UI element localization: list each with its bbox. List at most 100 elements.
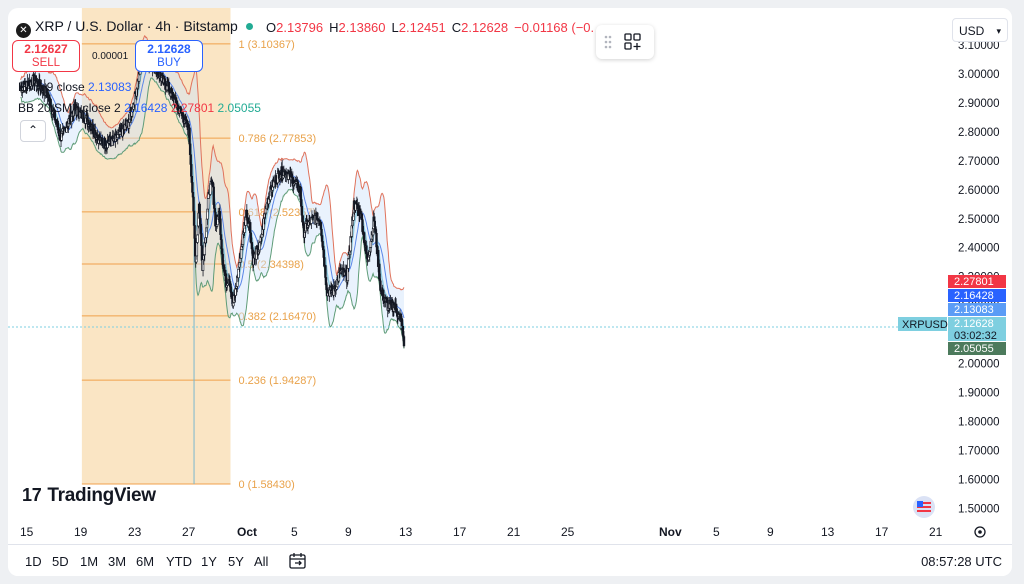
gear-icon[interactable]	[974, 526, 986, 538]
drag-handle-icon[interactable]	[604, 35, 612, 49]
bb-lower-line[interactable]	[20, 77, 405, 349]
y-tick-7: 2.40000	[958, 243, 1000, 255]
ohlc-low: 2.12451	[398, 20, 446, 35]
us-flag-icon[interactable]	[913, 496, 935, 518]
utc-clock[interactable]: 08:57:28 UTC	[921, 554, 1002, 569]
bb-label: BB 20 SMA close 2	[18, 101, 121, 115]
price-label-text-2: 2.13083	[954, 304, 994, 316]
x-tick-17: 21	[929, 525, 943, 539]
candle[interactable]	[335, 286, 338, 290]
price-label-text-3: 2.12628	[954, 318, 994, 330]
candle[interactable]	[192, 196, 195, 212]
bottom-toolbar: 1D 5D 1M 3M 6M YTD 1Y 5Y All 08:57:28 UT…	[8, 544, 1012, 576]
candle[interactable]	[301, 214, 304, 222]
candle[interactable]	[214, 211, 217, 227]
y-tick-14: 1.70000	[958, 445, 1000, 457]
y-tick-2: 2.90000	[958, 98, 1000, 110]
range-3m[interactable]: 3M	[108, 554, 127, 569]
candle[interactable]	[196, 234, 199, 243]
range-1d[interactable]: 1D	[25, 554, 42, 569]
tradingview-logo-icon: 17	[22, 485, 42, 505]
floating-toolbar[interactable]	[596, 25, 654, 59]
compare-range-icon[interactable]	[288, 551, 308, 576]
candle[interactable]	[189, 154, 192, 165]
x-tick-16: 17	[875, 525, 889, 539]
fib-label-1: 0.786 (2.77853)	[238, 133, 316, 145]
candle[interactable]	[198, 203, 201, 219]
price-label-text-0: 2.27801	[954, 276, 994, 288]
price-chart[interactable]: 1 (3.10367) 0.786 (2.77853) 0.618 (2.52357…	[8, 8, 1012, 576]
candle[interactable]	[258, 242, 261, 251]
symbol-title: XRP / U.S. Dollar · 4h · Bitstamp	[35, 18, 238, 34]
buy-button[interactable]: 2.12628 BUY	[135, 40, 203, 72]
fib-label-6: 0 (1.58430)	[238, 479, 294, 491]
x-tick-10: 25	[561, 525, 575, 539]
candle[interactable]	[402, 336, 406, 347]
candle[interactable]	[206, 198, 210, 210]
y-tick-12: 1.90000	[958, 388, 1000, 400]
sell-price: 2.12627	[24, 42, 68, 56]
price-label-text-1: 2.16428	[954, 290, 994, 302]
candle[interactable]	[229, 283, 232, 292]
ema-legend[interactable]: EMA 9 close 2.13083	[18, 80, 131, 94]
candle[interactable]	[378, 263, 381, 280]
candle[interactable]	[200, 233, 203, 246]
bb-upper-line[interactable]	[20, 34, 405, 291]
candle[interactable]	[237, 268, 240, 279]
x-tick-2: 23	[128, 525, 142, 539]
fib-label-5: 0.236 (1.94287)	[238, 375, 316, 387]
candle[interactable]	[213, 208, 217, 213]
ema-label: EMA 9 close	[18, 80, 85, 94]
x-logo-icon: ✕	[16, 23, 31, 38]
range-5d[interactable]: 5D	[52, 554, 69, 569]
candle[interactable]	[195, 242, 199, 257]
candle[interactable]	[401, 326, 405, 336]
object-tree-icon[interactable]	[624, 33, 641, 50]
ohlc-readout: O2.13796 H2.13860 L2.12451 C2.12628 −0.01168…	[266, 20, 595, 35]
x-tick-0: 15	[20, 525, 34, 539]
range-ytd[interactable]: YTD	[166, 554, 192, 569]
range-5y[interactable]: 5Y	[228, 554, 244, 569]
price-label-2[interactable]	[948, 303, 1006, 316]
symbol-header[interactable]: ✕ XRP / U.S. Dollar · 4h · Bitstamp	[16, 18, 259, 38]
symbol-tag	[898, 317, 947, 331]
range-1y[interactable]: 1Y	[201, 554, 217, 569]
candle[interactable]	[379, 280, 382, 291]
ema-value: 2.13083	[88, 80, 132, 94]
x-tick-4: Oct	[237, 525, 257, 539]
fib-label-4: 0.382 (2.16470)	[238, 311, 316, 323]
candle[interactable]	[369, 240, 373, 248]
y-tick-16: 1.50000	[958, 503, 1000, 515]
candle[interactable]	[260, 233, 264, 238]
candle[interactable]	[209, 183, 212, 195]
y-tick-11: 2.00000	[958, 359, 1000, 371]
price-label-0[interactable]	[948, 275, 1006, 288]
currency-select[interactable]: USD ▾	[952, 18, 1008, 42]
x-tick-1: 19	[74, 525, 88, 539]
price-label-3[interactable]	[948, 317, 1006, 341]
x-tick-14: 9	[767, 525, 774, 539]
y-tick-3: 2.80000	[958, 127, 1000, 139]
x-tick-5: 5	[291, 525, 298, 539]
range-6m[interactable]: 6M	[136, 554, 155, 569]
candle[interactable]	[320, 229, 323, 236]
sell-button[interactable]: 2.12627 SELL	[12, 40, 80, 72]
fib-label-2: 0.618 (2.52357)	[238, 207, 316, 219]
currency-value: USD	[959, 24, 985, 38]
fib-label-0: 1 (3.10367)	[238, 39, 294, 51]
ohlc-open: 2.13796	[276, 20, 324, 35]
chevron-up-icon[interactable]: ⌃	[20, 120, 46, 142]
market-status-dot	[245, 23, 253, 30]
x-tick-3: 27	[182, 525, 196, 539]
candle[interactable]	[361, 219, 364, 232]
price-label-4[interactable]	[948, 342, 1006, 355]
x-tick-9: 21	[507, 525, 521, 539]
ohlc-close: 2.12628	[461, 20, 509, 35]
x-tick-8: 17	[453, 525, 467, 539]
bb-legend[interactable]: BB 20 SMA close 2 2.16428 2.27801 2.0505…	[18, 101, 261, 115]
candle[interactable]	[240, 249, 243, 259]
price-label-1[interactable]	[948, 289, 1006, 302]
range-1m[interactable]: 1M	[80, 554, 99, 569]
x-tick-13: 5	[713, 525, 720, 539]
range-all[interactable]: All	[254, 554, 269, 569]
